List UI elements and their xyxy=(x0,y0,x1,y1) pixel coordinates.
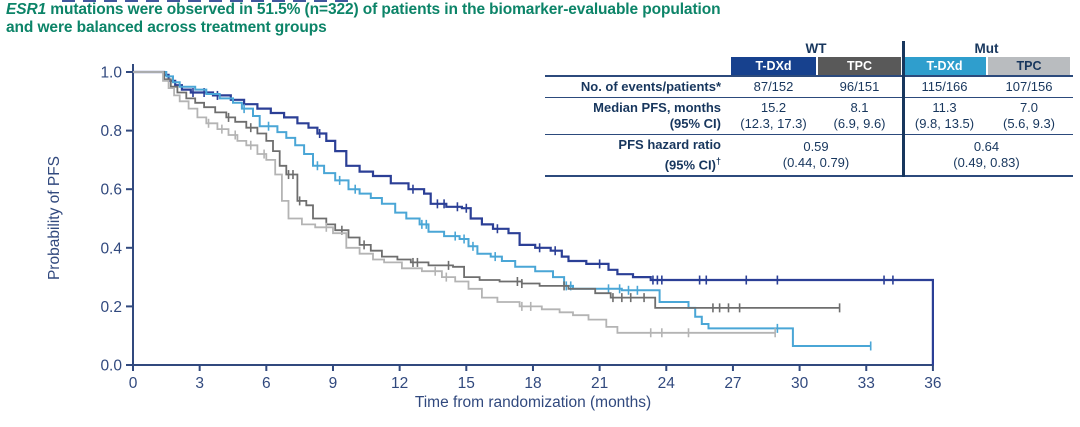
median-mut-tpc: 7.0 (5.6, 9.3) xyxy=(1002,100,1056,131)
x-tick-label: 0 xyxy=(129,375,138,392)
y-tick-label: 0.6 xyxy=(100,182,122,199)
y-tick-label: 0.0 xyxy=(100,358,122,375)
y-tick-label: 0.4 xyxy=(100,240,122,257)
x-tick-label: 33 xyxy=(858,375,875,392)
arm-header-wt-tdxd: T-DXd xyxy=(731,57,816,75)
events-mut-tdxd: 115/166 xyxy=(921,79,968,94)
group-header-wt: WT xyxy=(805,41,827,56)
y-axis-title: Probability of PFS xyxy=(46,155,63,281)
x-tick-label: 27 xyxy=(724,375,741,392)
arm-header-mut-tpc: TPC xyxy=(988,57,1070,75)
events-row: No. of events/patients* 87/152 96/151 11… xyxy=(545,75,1073,98)
x-tick-label: 18 xyxy=(524,375,541,392)
km-curve-mut-t-dxd xyxy=(133,71,871,347)
x-tick-label: 9 xyxy=(329,375,338,392)
x-tick-label: 15 xyxy=(458,375,475,392)
hazard-wt: 0.59 (0.44, 0.79) xyxy=(782,139,850,171)
y-tick-label: 0.2 xyxy=(100,299,122,316)
median-wt-tpc: 8.1 (6.9, 9.6) xyxy=(833,100,886,131)
group-header-row: WT Mut xyxy=(545,41,1073,57)
x-tick-label: 36 xyxy=(924,375,941,392)
group-header-mut: Mut xyxy=(974,41,999,56)
arm-header-wt-tpc: TPC xyxy=(818,57,901,75)
median-row-label: Median PFS, months (95% CI) xyxy=(593,100,721,131)
median-mut-tdxd: 11.3 (9.8, 13.5) xyxy=(914,100,975,131)
events-wt-tpc: 96/151 xyxy=(839,79,880,94)
wt-mut-divider xyxy=(902,41,905,178)
x-tick-label: 24 xyxy=(658,375,676,392)
hazard-ratio-row: PFS hazard ratio (95% CI)† 0.59 (0.44, 0… xyxy=(545,135,1073,178)
y-tick-label: 1.0 xyxy=(100,65,122,82)
page-title: ESR1 mutations were observed in 51.5% (n… xyxy=(6,1,721,36)
x-tick-label: 30 xyxy=(791,375,809,392)
dagger-footnote-mark: † xyxy=(715,156,721,166)
x-tick-label: 3 xyxy=(195,375,204,392)
events-wt-tdxd: 87/152 xyxy=(753,79,794,94)
hazard-mut: 0.64 (0.49, 0.83) xyxy=(953,139,1020,171)
median-wt-tdxd: 15.2 (12.3, 17.3) xyxy=(740,100,807,131)
x-tick-label: 21 xyxy=(591,375,608,392)
median-pfs-row: Median PFS, months (95% CI) 15.2 (12.3, … xyxy=(545,98,1073,135)
km-curve-wt-tpc xyxy=(133,71,840,309)
title-line2: and were balanced across treatment group… xyxy=(6,18,327,36)
events-mut-tpc: 107/156 xyxy=(1005,79,1053,94)
hazard-row-label: PFS hazard ratio (95% CI)† xyxy=(618,137,721,173)
x-tick-label: 6 xyxy=(262,375,271,392)
results-table: WT Mut T-DXd TPC T-DXd TPC No. of events… xyxy=(545,41,1073,178)
clipped-text-artifact xyxy=(62,0,354,2)
x-axis-title: Time from randomization (months) xyxy=(414,394,652,411)
x-tick-label: 12 xyxy=(391,375,408,392)
y-tick-label: 0.8 xyxy=(100,123,122,140)
gene-name: ESR1 xyxy=(6,1,47,18)
km-curve-wt-t-dxd xyxy=(133,70,934,365)
arm-header-row: T-DXd TPC T-DXd TPC xyxy=(545,57,1073,75)
events-row-label: No. of events/patients* xyxy=(580,79,721,94)
title-line1: ESR1 mutations were observed in 51.5% (n… xyxy=(6,1,721,18)
arm-header-mut-tdxd: T-DXd xyxy=(903,57,986,75)
